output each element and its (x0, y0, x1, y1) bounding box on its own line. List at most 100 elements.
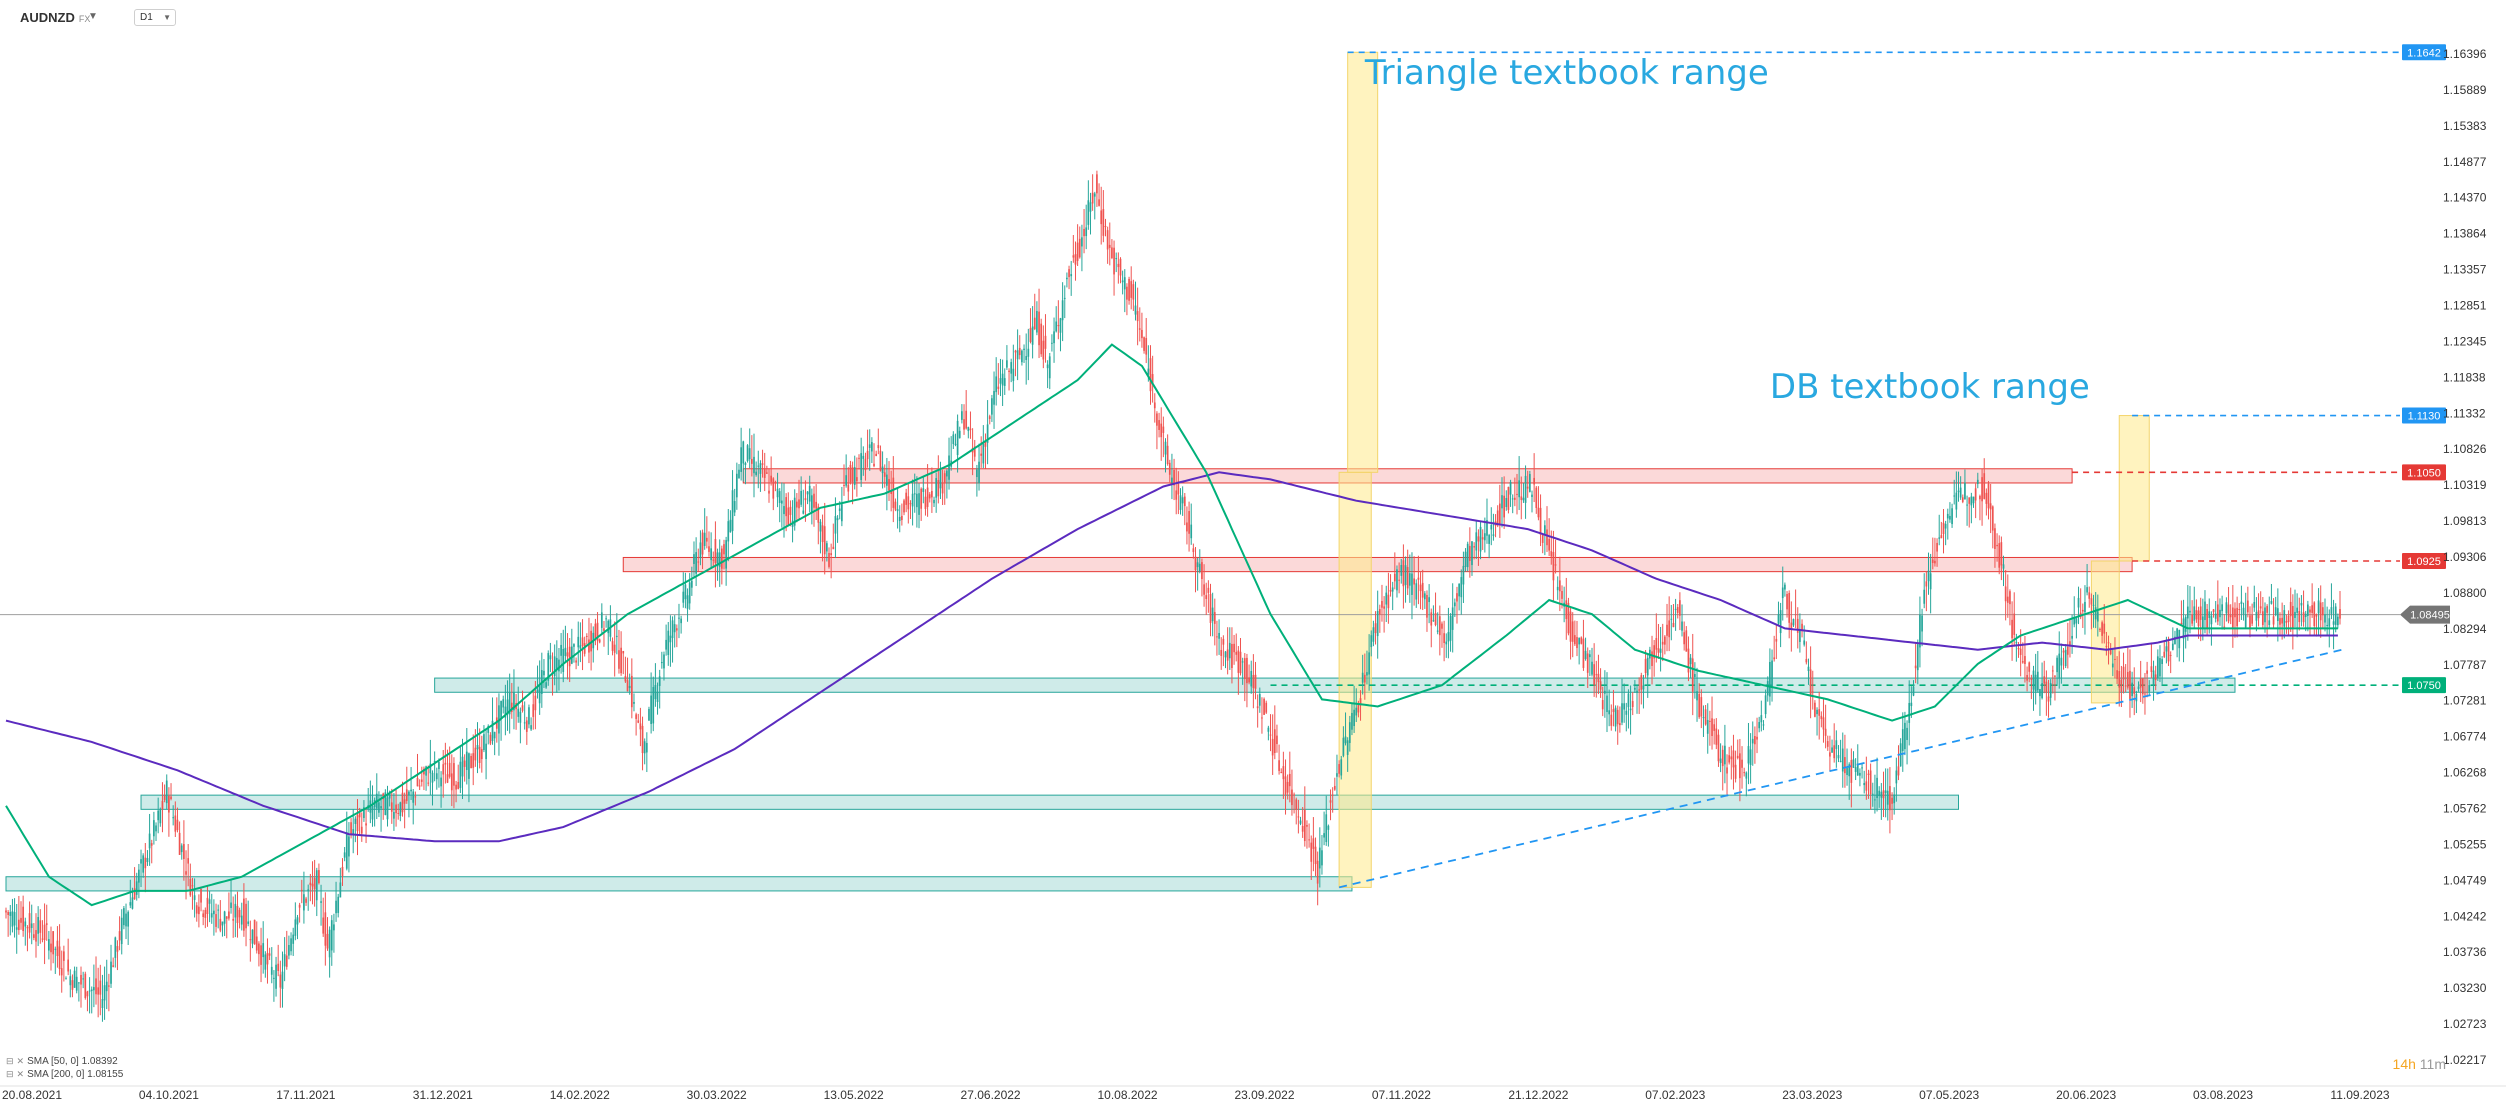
candle-body (2227, 604, 2230, 622)
candle-body (217, 909, 220, 911)
candle-body (90, 989, 93, 992)
candle-body (2060, 657, 2063, 666)
candle-body (1631, 701, 1634, 707)
candle-body (665, 639, 667, 650)
candle-body (489, 734, 492, 744)
settings-icon[interactable]: ⊟ (6, 1056, 14, 1066)
candle-body (2270, 601, 2273, 604)
candle-body (358, 812, 361, 818)
candle-body (470, 755, 472, 769)
candle-body (1636, 690, 1638, 693)
candle-body (448, 762, 451, 777)
candle-body (416, 777, 419, 787)
candle-body (2064, 649, 2067, 667)
candle-body (82, 978, 85, 980)
candle-body (1571, 621, 1574, 642)
candle-body (1353, 709, 1355, 727)
candle-body (1861, 767, 1863, 769)
candle-body (2107, 642, 2110, 644)
candle-body (493, 731, 496, 739)
candle-body (993, 390, 995, 405)
candle-body (2253, 601, 2256, 608)
candle-body (1998, 543, 2001, 568)
candle-body (2291, 606, 2294, 629)
candle-body (1261, 717, 1263, 719)
candle-body (630, 675, 633, 708)
candle-body (1046, 364, 1049, 369)
level-badge (2402, 407, 2446, 424)
candle-body (114, 937, 117, 958)
candle-body (860, 453, 863, 481)
candle-body (1578, 637, 1581, 645)
settings-icon[interactable]: ⊟ (6, 1069, 14, 1079)
candle-body (1044, 335, 1047, 349)
candle-body (883, 472, 886, 477)
candle-body (1721, 749, 1724, 767)
candle-body (131, 897, 134, 909)
candle-body (341, 866, 344, 876)
candle-body (1301, 825, 1304, 832)
candle-body (1466, 543, 1469, 568)
candle-body (2021, 661, 2024, 663)
candle-body (1546, 529, 1548, 546)
candle-body (1655, 638, 1658, 650)
symbol-selector[interactable]: AUDNZD FX (20, 10, 90, 25)
caret-down-icon[interactable]: ▼ (88, 11, 98, 22)
y-tick-label: 1.03230 (2443, 981, 2487, 995)
candle-body (1237, 650, 1240, 673)
candle-body (639, 723, 642, 730)
candle-body (1884, 790, 1887, 794)
candle-body (1391, 587, 1394, 592)
candle-body (1111, 247, 1113, 258)
candle-body (2319, 602, 2322, 621)
candle-body (1642, 685, 1645, 690)
candle-body (720, 548, 723, 569)
candle-body (178, 832, 181, 855)
candle-body (1910, 702, 1913, 707)
candle-body (723, 544, 725, 555)
candle-body (140, 859, 142, 864)
candle-body (1634, 687, 1636, 690)
candle-body (871, 442, 873, 452)
candle-body (1023, 348, 1025, 350)
candle-body (506, 699, 509, 715)
y-tick-label: 1.13864 (2443, 227, 2487, 241)
candle-body (1959, 487, 1962, 498)
timeframe-selector[interactable]: D1 ▼ (134, 9, 176, 26)
candle-body (973, 446, 976, 457)
candle-body (1606, 695, 1608, 713)
candle-body (513, 692, 515, 711)
candle-body (669, 635, 672, 643)
candle-body (1417, 577, 1420, 580)
candle-body (2266, 606, 2268, 613)
candle-body (545, 682, 547, 688)
candle-body (1458, 583, 1460, 597)
candle-body (159, 809, 162, 824)
candle-body (118, 931, 121, 941)
candle-body (611, 641, 614, 651)
candle-body (2197, 610, 2200, 627)
support-zone (140, 794, 1960, 810)
candle-body (360, 826, 363, 834)
candle-body (1936, 542, 1938, 552)
candle-body (877, 445, 880, 449)
candle-body (1441, 623, 1443, 629)
candle-body (1126, 286, 1128, 300)
candle-body (911, 493, 914, 507)
candle-body (1250, 671, 1253, 687)
candle-body (110, 961, 112, 984)
candle-body (1784, 584, 1786, 590)
candle-body (1066, 277, 1068, 280)
candle-body (1524, 475, 1527, 503)
close-icon[interactable]: ✕ (16, 1069, 25, 1079)
candle-body (828, 552, 830, 567)
y-tick-label: 1.15889 (2443, 83, 2487, 97)
candle-body (133, 888, 136, 900)
y-tick-label: 1.10319 (2443, 478, 2487, 492)
candle-body (1711, 718, 1713, 737)
candle-body (1734, 764, 1737, 779)
close-icon[interactable]: ✕ (16, 1056, 25, 1066)
candle-body (1511, 498, 1514, 500)
candle-body (1186, 522, 1188, 532)
